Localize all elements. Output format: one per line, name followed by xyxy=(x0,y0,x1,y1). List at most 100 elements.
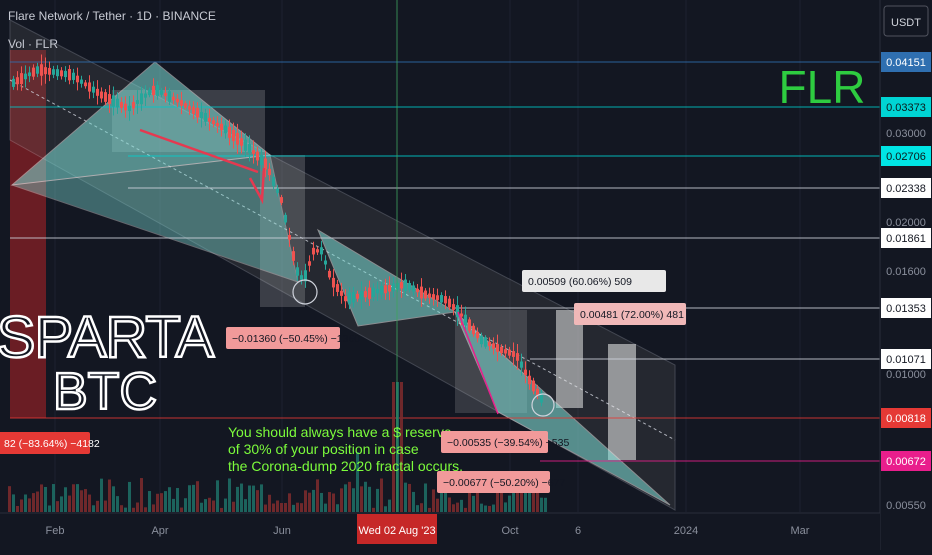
volume-bar xyxy=(300,503,303,512)
volume-bar xyxy=(96,500,99,512)
volume-bar xyxy=(212,500,215,512)
price-level-tag: 0.01353 xyxy=(881,298,931,318)
candle-body xyxy=(88,82,91,92)
candle-body xyxy=(456,305,459,317)
candle-body xyxy=(68,68,71,81)
candle-body xyxy=(280,197,283,203)
candle-body xyxy=(308,261,311,266)
candle-body xyxy=(100,91,103,99)
candle-body xyxy=(424,290,427,299)
candle-body xyxy=(448,298,451,308)
volume-bar xyxy=(404,482,407,512)
volume-bar xyxy=(184,498,187,512)
measure-text: −0.00535 (−39.54%) −535 xyxy=(447,437,569,449)
time-axis[interactable] xyxy=(0,513,880,550)
volume-bar xyxy=(444,492,447,512)
candle-body xyxy=(284,214,287,223)
volume-bar xyxy=(372,507,375,512)
candle-body xyxy=(236,132,239,145)
candle-body xyxy=(144,93,147,98)
volume-bar xyxy=(452,504,455,512)
candle-body xyxy=(392,283,395,292)
measure-text: 82 (−83.64%) −4182 xyxy=(4,438,100,450)
time-label: Jun xyxy=(273,525,291,537)
candle-body xyxy=(112,95,115,107)
candle-body xyxy=(428,293,431,298)
volume-bar xyxy=(100,478,103,512)
volume-bar xyxy=(116,496,119,512)
measure-text: −0.00677 (−50.20%) −677 xyxy=(443,477,565,489)
candle-body xyxy=(460,313,463,317)
volume-bar xyxy=(344,484,347,512)
volume-bar xyxy=(260,484,263,512)
time-label: 2024 xyxy=(674,525,698,537)
volume-bar xyxy=(192,484,195,512)
candle-body xyxy=(64,70,67,78)
candle-body xyxy=(84,82,87,87)
price-level-tag: 0.03373 xyxy=(881,97,931,117)
candle-body xyxy=(196,107,199,118)
volume-bar xyxy=(208,497,211,512)
candle-body xyxy=(248,144,251,153)
volume-bar xyxy=(436,498,439,512)
candle-body xyxy=(532,380,535,392)
volume-bar xyxy=(112,486,115,512)
currency-label: USDT xyxy=(891,17,921,29)
volume-bar xyxy=(424,483,427,512)
candle-body xyxy=(272,176,275,186)
volume-bar xyxy=(12,494,15,512)
volume-bar xyxy=(296,502,299,512)
candle-body xyxy=(536,388,539,396)
price-level-value: 0.02338 xyxy=(886,183,926,195)
note-line: You should always have a $ reserve xyxy=(228,424,452,440)
price-tick: 0.02000 xyxy=(886,217,926,229)
currency-button[interactable]: USDT xyxy=(883,5,929,37)
volume-label: Vol · FLR xyxy=(8,37,58,51)
volume-bar xyxy=(68,495,71,512)
price-level-value: 0.04151 xyxy=(886,57,926,69)
measure-text: 0.00481 (72.00%) 481 xyxy=(580,309,684,321)
price-level-tag: 0.02706 xyxy=(881,146,931,166)
candle-body xyxy=(436,295,439,301)
candle-body xyxy=(364,291,367,298)
volume-bar xyxy=(460,499,463,512)
candle-body xyxy=(304,270,307,282)
volume-bar xyxy=(276,500,279,512)
candle-body xyxy=(468,319,471,331)
candle-body xyxy=(192,106,195,114)
candle-body xyxy=(508,349,511,356)
candle-body xyxy=(204,113,207,122)
volume-bar xyxy=(132,507,135,512)
candle-body xyxy=(240,138,243,146)
candle-body xyxy=(12,78,15,87)
measure-label: −0.00677 (−50.20%) −677 xyxy=(437,471,565,493)
candle-body xyxy=(232,130,235,142)
drop-zone-rect xyxy=(10,50,46,418)
symbol-title: Flare Network / Tether · 1D · BINANCE xyxy=(8,9,216,23)
candle-body xyxy=(184,103,187,108)
candle-body xyxy=(224,125,227,134)
candle-body xyxy=(316,249,319,253)
candle-body xyxy=(140,93,143,105)
candle-body xyxy=(172,96,175,101)
candle-body xyxy=(80,79,83,84)
volume-bar xyxy=(188,485,191,512)
volume-bar xyxy=(180,507,183,512)
volume-bar xyxy=(240,483,243,512)
volume-bar xyxy=(376,488,379,512)
measure-label: 0.00509 (60.06%) 509 xyxy=(522,270,666,292)
volume-bar xyxy=(416,505,419,512)
volume-bar xyxy=(136,502,139,512)
crosshair-time-label: Wed 02 Aug '23 xyxy=(358,525,435,537)
candle-body xyxy=(44,67,47,75)
candle-body xyxy=(276,188,279,193)
price-ticks: 0.03000 0.02000 0.01600 0.01000 0.00550 xyxy=(886,128,926,512)
price-level-value: 0.01353 xyxy=(886,303,926,315)
measure-text: −0.01360 (−50.45%) −1360 xyxy=(232,333,360,345)
volume-bar xyxy=(140,478,143,512)
volume-bar xyxy=(280,503,283,512)
candle-body xyxy=(296,267,299,276)
